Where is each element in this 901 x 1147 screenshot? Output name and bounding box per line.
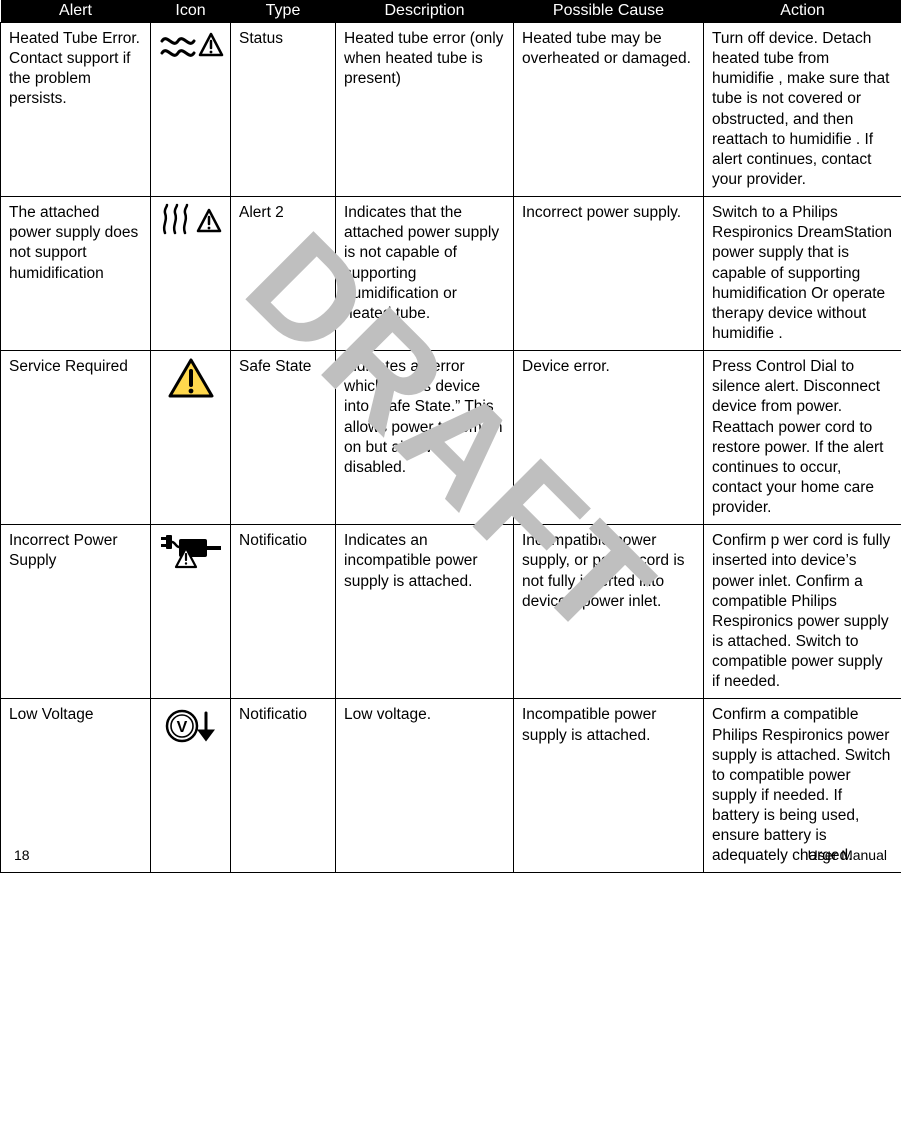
cell-icon [151,23,231,197]
cell-cause: Device error. [514,351,704,525]
cell-cause: Incorrect power supply. [514,197,704,351]
cell-action: Turn off device. Detach heated tube from… [704,23,901,197]
cell-type: Notificatio [231,525,336,699]
page: Alert Icon Type Description Possible Cau… [0,0,901,873]
cell-type: Safe State [231,351,336,525]
cell-alert: Service Required [1,351,151,525]
cell-description: Indicates an error which enters device i… [336,351,514,525]
power-supply-warning-icon [159,531,225,571]
heated-tube-warning-icon [159,29,225,63]
cell-alert: Heated Tube Error. Contact support if th… [1,23,151,197]
humidity-warning-icon [159,203,225,239]
warning-triangle-icon [167,357,215,399]
cell-alert: The attached power supply does not suppo… [1,197,151,351]
page-footer: 18 User Manual [0,847,901,863]
cell-type: Status [231,23,336,197]
col-header-cause: Possible Cause [514,0,704,23]
col-header-icon: Icon [151,0,231,23]
cell-action: Press Control Dial to silence alert. Dis… [704,351,901,525]
cell-type: Alert 2 [231,197,336,351]
cell-description: Heated tube error (only when heated tube… [336,23,514,197]
low-voltage-icon: V [164,705,218,747]
table-row: The attached power supply does not suppo… [1,197,901,351]
doc-title: User Manual [808,847,887,863]
col-header-alert: Alert [1,0,151,23]
page-number: 18 [14,847,30,863]
table-row: Incorrect Power Supply [1,525,901,699]
cell-action: Switch to a Philips Respironics DreamSta… [704,197,901,351]
alerts-table: Alert Icon Type Description Possible Cau… [0,0,901,873]
table-row: Heated Tube Error. Contact support if th… [1,23,901,197]
cell-action: Confirm p wer cord is fully inserted int… [704,525,901,699]
cell-icon [151,525,231,699]
cell-icon [151,197,231,351]
table-header: Alert Icon Type Description Possible Cau… [1,0,901,23]
cell-description: Indicates that the attached power supply… [336,197,514,351]
col-header-type: Type [231,0,336,23]
col-header-description: Description [336,0,514,23]
col-header-action: Action [704,0,901,23]
svg-text:V: V [176,719,187,736]
cell-cause: Incompatible power supply, or power cord… [514,525,704,699]
cell-alert: Incorrect Power Supply [1,525,151,699]
cell-cause: Heated tube may be overheated or damaged… [514,23,704,197]
cell-icon [151,351,231,525]
cell-description: Indicates an incompatible power supply i… [336,525,514,699]
table-row: Service Required Safe State Indicates an… [1,351,901,525]
